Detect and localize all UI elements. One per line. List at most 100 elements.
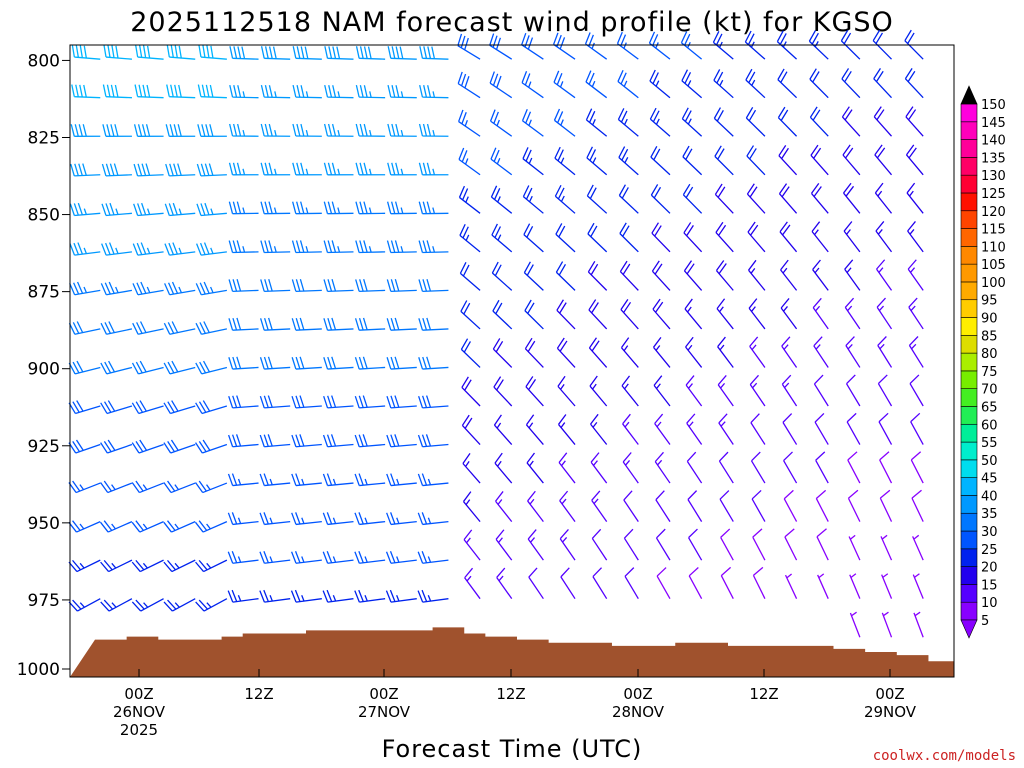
wind-barb: [622, 413, 639, 445]
barb-staff: [491, 196, 513, 214]
barb-feather: [202, 45, 206, 58]
barb-staff: [524, 348, 544, 368]
barb-feather: [908, 336, 919, 346]
wind-barb: [197, 84, 227, 99]
barb-staff: [811, 231, 829, 253]
barb-staff: [390, 289, 417, 293]
barb-feather: [419, 46, 424, 59]
wind-barb: [559, 490, 576, 522]
wind-barb: [558, 452, 576, 484]
barb-feather: [559, 37, 566, 50]
wind-barb: [521, 70, 544, 99]
wind-barb: [655, 490, 671, 522]
wind-barb: [716, 298, 734, 330]
barb-staff: [75, 443, 101, 454]
barb-staff: [908, 345, 924, 368]
barb-feather: [204, 163, 210, 176]
barb-staff: [232, 289, 259, 293]
barb-staff: [586, 195, 608, 214]
barb-feather: [876, 147, 886, 159]
barb-feather: [332, 46, 337, 59]
barb-feather: [844, 109, 853, 121]
barb-feather: [395, 46, 400, 59]
barb-half-feather: [432, 207, 436, 214]
barb-feather: [781, 186, 790, 198]
wind-barb: [589, 375, 608, 407]
barb-half-feather: [687, 118, 692, 125]
wind-barb: [291, 473, 322, 487]
barb-feather: [263, 356, 269, 370]
barb-half-feather: [242, 246, 246, 253]
barb-half-feather: [210, 247, 214, 254]
wind-barb: [687, 490, 703, 522]
barb-feather: [291, 512, 297, 525]
wind-barb: [745, 68, 766, 99]
barb-feather: [74, 124, 79, 137]
wind-barb: [131, 520, 164, 533]
barb-feather: [146, 45, 151, 59]
wind-barb: [616, 31, 639, 60]
wind-barb: [100, 520, 133, 533]
barb-feather: [618, 184, 626, 196]
barb-half-feather: [560, 195, 565, 202]
barb-staff: [913, 612, 924, 638]
barb-staff: [139, 482, 164, 494]
colorbar-min-arrow: [960, 619, 978, 639]
barb-feather: [623, 528, 634, 539]
barb-staff: [681, 42, 703, 60]
barb-feather: [137, 163, 143, 176]
barb-staff: [652, 308, 671, 330]
wind-barb: [386, 473, 417, 487]
barb-staff: [881, 612, 893, 638]
barb-half-feather: [528, 81, 532, 88]
barb-feather: [688, 528, 698, 539]
barb-half-feather: [657, 459, 663, 466]
barb-feather: [556, 337, 565, 349]
wind-barb: [717, 336, 734, 368]
barb-feather: [363, 201, 368, 214]
barb-feather: [493, 188, 501, 200]
barb-feather: [588, 34, 594, 47]
barb-staff: [714, 193, 734, 214]
barb-feather: [328, 85, 333, 98]
barb-feather: [163, 521, 172, 533]
barb-staff: [814, 421, 829, 445]
barb-staff: [528, 576, 544, 600]
wind-barb: [873, 67, 892, 99]
barb-staff: [107, 482, 133, 494]
barb-feather: [417, 551, 424, 564]
barb-half-feather: [337, 246, 341, 253]
barb-feather: [296, 201, 301, 214]
barb-feather: [227, 473, 234, 486]
wind-barb: [493, 414, 513, 445]
barb-feather: [171, 321, 179, 333]
wind-barb: [462, 491, 481, 523]
barb-feather: [386, 318, 392, 331]
barb-feather: [76, 321, 84, 333]
barb-staff: [554, 157, 576, 176]
barb-staff: [460, 310, 481, 330]
wind-barb: [779, 221, 798, 253]
barb-staff: [264, 482, 291, 487]
wind-barb: [650, 184, 671, 214]
wind-barb: [624, 567, 639, 600]
wind-barb: [554, 146, 576, 176]
barb-feather: [557, 375, 566, 387]
barb-feather: [460, 300, 468, 312]
barb-staff: [489, 44, 513, 60]
barb-half-feather: [909, 190, 914, 197]
wind-barb: [584, 32, 608, 60]
barb-feather: [111, 45, 115, 58]
barb-staff: [558, 462, 576, 484]
barb-feather: [210, 45, 214, 59]
barb-feather: [907, 70, 916, 83]
barb-feather: [209, 84, 214, 98]
barb-feather: [718, 224, 727, 236]
barb-feather: [461, 414, 470, 426]
barb-feather: [459, 223, 466, 236]
barb-staff: [746, 155, 766, 176]
barb-feather: [812, 109, 821, 121]
wind-barb: [323, 317, 354, 331]
wind-barb: [651, 260, 671, 291]
barb-feather: [385, 590, 392, 603]
